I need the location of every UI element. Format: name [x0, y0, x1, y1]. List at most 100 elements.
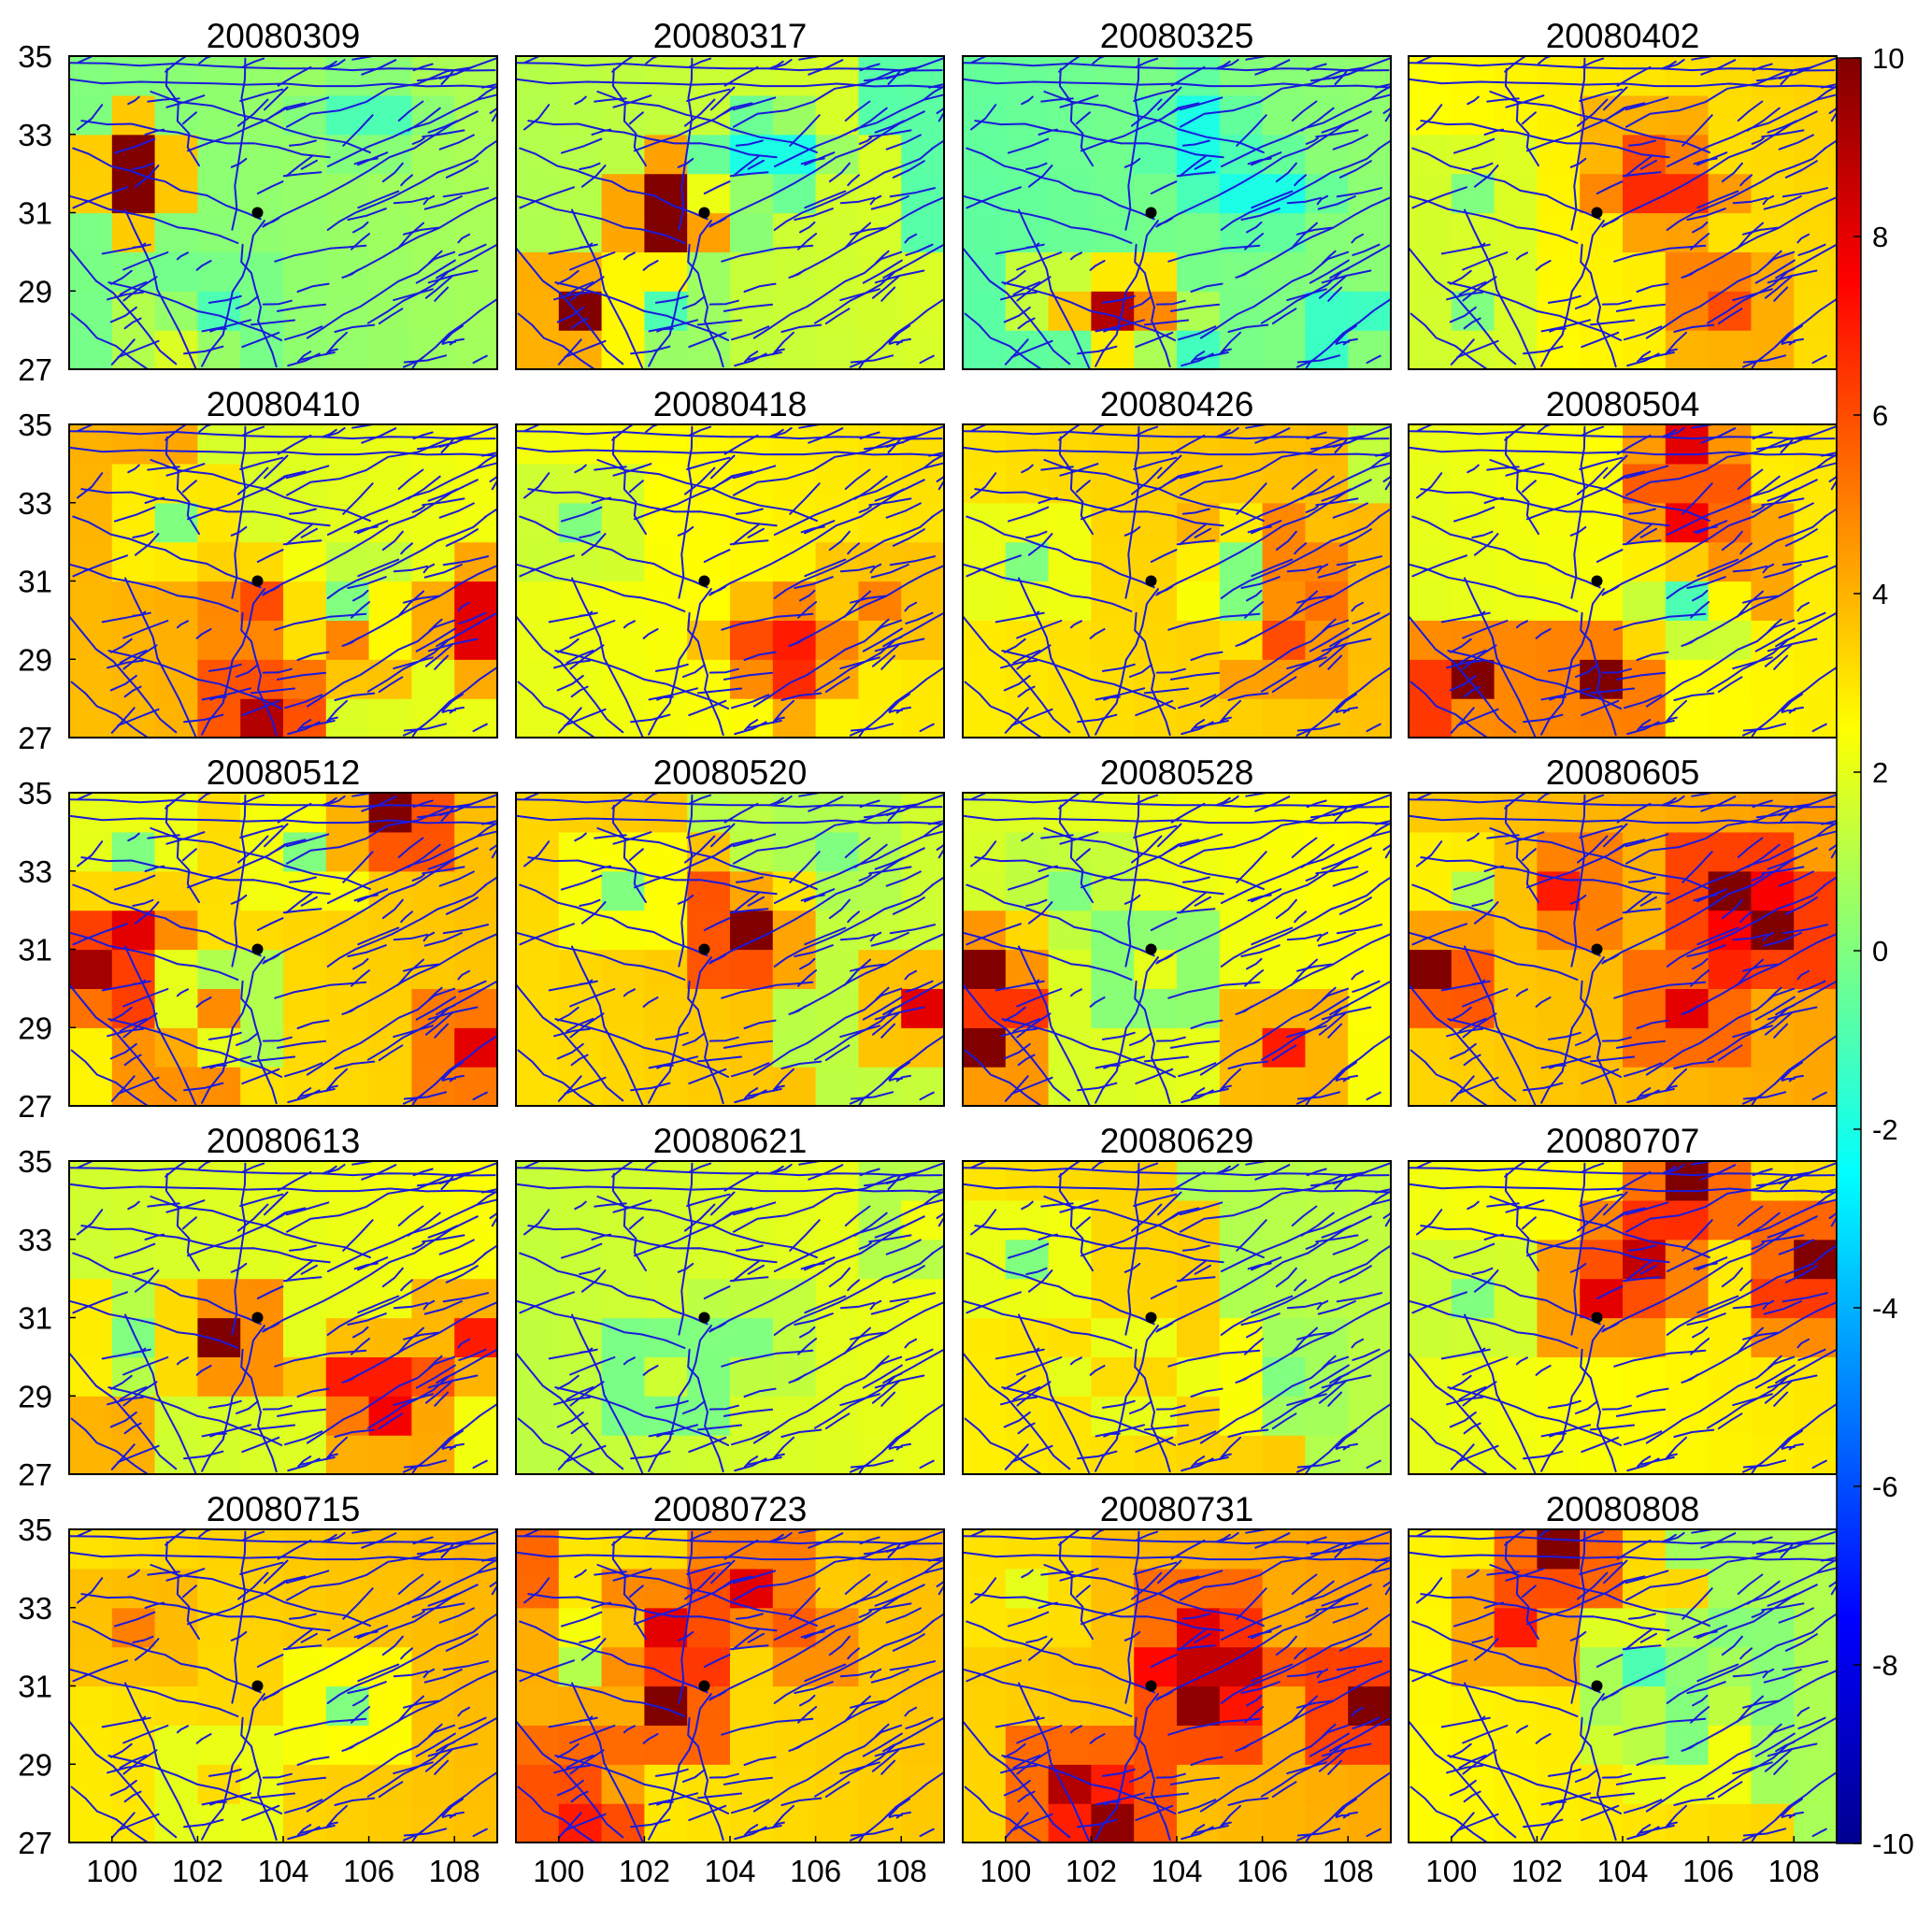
- heatmap-cell: [687, 1725, 731, 1765]
- fault-line: [1134, 243, 1171, 368]
- heatmap-cell: [1751, 1317, 1795, 1357]
- heatmap-cell: [1409, 1199, 1453, 1240]
- fault-line: [352, 589, 369, 602]
- heatmap-cell: [687, 330, 731, 370]
- heatmap-cell: [1665, 988, 1710, 1028]
- fault-line: [1408, 194, 1579, 244]
- fault-line: [1058, 436, 1094, 536]
- heatmap-cell: [1177, 1161, 1221, 1201]
- fault-line: [1167, 612, 1261, 631]
- heatmap-cell: [1537, 463, 1581, 504]
- fault-line: [1089, 260, 1106, 271]
- heatmap-cell: [1665, 1529, 1710, 1570]
- heatmap-cell: [1177, 541, 1221, 582]
- fault-line: [1271, 308, 1297, 325]
- fault-line: [885, 134, 922, 151]
- heatmap-cell: [516, 1685, 560, 1726]
- heatmap-cell: [601, 1356, 645, 1397]
- heatmap-cell: [644, 1529, 688, 1570]
- heatmap-cell: [516, 1435, 560, 1475]
- fault-line: [1696, 558, 1739, 578]
- fault-line: [123, 317, 142, 330]
- fault-line: [165, 423, 187, 441]
- heatmap-cell: [901, 330, 945, 370]
- fault-line: [791, 565, 945, 646]
- heatmap-cell: [454, 94, 498, 136]
- fault-line: [438, 502, 475, 519]
- fault-line: [344, 565, 498, 646]
- heatmap-cell: [1262, 251, 1306, 292]
- heatmap-cell: [601, 949, 645, 989]
- heatmap-cell: [1623, 1764, 1667, 1804]
- heatmap-cell: [1794, 1685, 1838, 1726]
- heatmap-cell: [1665, 659, 1710, 699]
- fault-line: [569, 644, 605, 670]
- heatmap-cell: [963, 581, 1007, 621]
- heatmap-cell: [325, 291, 370, 331]
- fault-line: [723, 671, 774, 681]
- heatmap-cell: [1537, 1356, 1581, 1397]
- y-tick-label: 27: [18, 352, 52, 387]
- heatmap-cell: [368, 251, 412, 292]
- heatmap-cell: [815, 1607, 859, 1648]
- fault-line: [1025, 610, 1040, 617]
- fault-line: [1416, 104, 1443, 131]
- heatmap-cell: [644, 620, 688, 660]
- fault-line: [351, 601, 371, 619]
- y-tick-label: 27: [18, 1089, 52, 1124]
- heatmap-cell: [730, 793, 774, 833]
- heatmap-cell: [411, 291, 455, 331]
- fault-line: [1700, 427, 1737, 444]
- fault-line: [263, 585, 280, 595]
- fault-line: [1462, 276, 1497, 302]
- heatmap-cell: [1451, 910, 1496, 951]
- fault-line: [1751, 724, 1764, 738]
- fault-line: [1315, 129, 1359, 138]
- heatmap-cell: [1580, 1278, 1624, 1319]
- fault-line: [1007, 137, 1050, 154]
- fault-line: [241, 699, 280, 717]
- fault-line: [472, 354, 488, 365]
- fault-line: [828, 530, 851, 552]
- heatmap-cell: [1219, 94, 1264, 136]
- fault-line: [407, 107, 441, 132]
- x-tick-label: 108: [876, 1854, 927, 1888]
- fault-line: [591, 496, 612, 504]
- heatmap-cell: [1708, 1607, 1752, 1648]
- fault-line: [440, 70, 454, 85]
- heatmap-cell: [1623, 1529, 1667, 1570]
- heatmap-cell: [516, 698, 560, 738]
- heatmap-cell: [1623, 424, 1667, 465]
- x-tick-label: 100: [86, 1854, 137, 1888]
- heatmap-cell: [858, 1199, 902, 1240]
- heatmap-cell: [1409, 1764, 1453, 1804]
- fault-line: [974, 488, 1224, 527]
- fault-line: [579, 530, 601, 538]
- fault-line: [1179, 96, 1224, 111]
- fault-line: [296, 282, 330, 293]
- y-tick-label: 27: [18, 1457, 52, 1492]
- fault-line: [342, 482, 374, 515]
- heatmap-cell: [963, 212, 1007, 252]
- heatmap-cell: [730, 581, 774, 621]
- fault-line: [165, 67, 200, 167]
- x-axis-tick-labels: 100 102 104 106 108 100 102 104 106 108 100 102 104 1…: [86, 1836, 1820, 1888]
- fault-line: [1754, 259, 1796, 284]
- heatmap-cell: [368, 1685, 412, 1726]
- heatmap-cell: [772, 910, 817, 951]
- fault-line: [515, 430, 943, 440]
- fault-line: [1751, 355, 1764, 369]
- heatmap-cell: [1409, 949, 1453, 989]
- fault-line: [919, 723, 935, 733]
- fault-line: [393, 656, 434, 670]
- heatmap-cell: [516, 1356, 560, 1397]
- heatmap-cell: [1348, 698, 1392, 738]
- fault-line: [400, 174, 413, 187]
- heatmap-cell: [772, 1764, 817, 1804]
- panel-frame: [962, 423, 1392, 738]
- fault-line: [1504, 423, 1526, 441]
- heatmap-cell: [1708, 1685, 1752, 1726]
- fault-line: [1219, 348, 1232, 355]
- heatmap-cell: [687, 56, 731, 96]
- fault-line: [594, 466, 627, 471]
